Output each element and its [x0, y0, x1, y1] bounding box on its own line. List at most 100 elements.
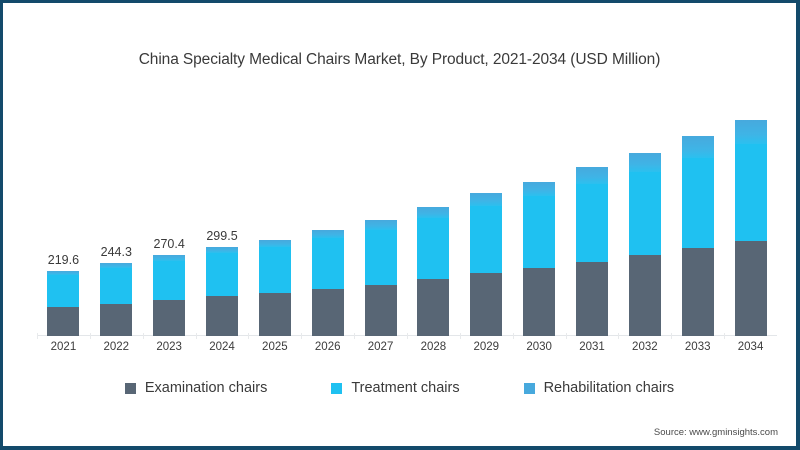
x-axis: 2021 2022 2023 2024 2025 2026 2027 2028 2029 2030…	[37, 333, 777, 359]
bar-group[interactable]	[311, 230, 344, 336]
bar-segment-examination-chairs[interactable]	[734, 240, 767, 336]
legend-item-rehabilitation-chairs[interactable]: Rehabilitation chairs	[523, 380, 675, 396]
legend-swatch-icon	[331, 382, 343, 394]
x-axis-tick-2025: 2025	[262, 341, 288, 353]
bar-segment-rehabilitation-chairs[interactable]	[523, 181, 556, 197]
x-axis-gridline	[37, 333, 38, 339]
x-axis-gridline	[407, 333, 408, 339]
bar-segment-rehabilitation-chairs[interactable]	[153, 255, 186, 261]
bar-group[interactable]	[576, 166, 608, 336]
bar-group[interactable]	[523, 181, 556, 336]
x-axis-gridline	[565, 333, 567, 339]
legend-item-treatment-chairs[interactable]: Treatment chairs	[331, 380, 460, 396]
bar-segment-rehabilitation-chairs[interactable]	[364, 220, 397, 230]
x-axis-gridline	[248, 333, 250, 339]
bar-segment-treatment-chairs[interactable]	[470, 205, 503, 273]
bar-segment-examination-chairs[interactable]	[47, 307, 80, 336]
bar-segment-rehabilitation-chairs[interactable]	[47, 270, 80, 276]
bar-segment-examination-chairs[interactable]	[628, 254, 661, 336]
bar-group[interactable]: 299.5	[206, 229, 238, 336]
legend-label: Examination chairs	[144, 380, 268, 396]
bar-group[interactable]	[364, 220, 397, 336]
bar-group[interactable]	[734, 120, 767, 336]
x-axis-gridline	[724, 333, 726, 339]
bar-segment-examination-chairs[interactable]	[576, 261, 608, 336]
x-axis-tick-2027: 2027	[367, 341, 394, 353]
bar-segment-treatment-chairs[interactable]	[47, 275, 80, 308]
x-axis-gridline	[89, 333, 91, 339]
bar-segment-treatment-chairs[interactable]	[576, 183, 608, 262]
plot-area: 219.6 244.3 270.4 299.5	[37, 98, 777, 336]
chart-canvas: China Specialty Medical Chairs Market, B…	[3, 3, 796, 446]
bar-value-label: 299.5	[206, 228, 238, 243]
x-axis-tick-2023: 2023	[156, 341, 182, 353]
bar-segment-treatment-chairs[interactable]	[206, 252, 238, 297]
bar-segment-examination-chairs[interactable]	[681, 247, 714, 336]
chart-legend: Examination chairs Treatment chairs Rehabi…	[3, 380, 796, 396]
legend-item-examination-chairs[interactable]: Examination chairs	[124, 380, 268, 396]
bar-segment-rehabilitation-chairs[interactable]	[417, 207, 450, 219]
x-axis-gridline	[671, 333, 673, 339]
bar-segment-examination-chairs[interactable]	[153, 300, 186, 336]
bar-segment-treatment-chairs[interactable]	[523, 196, 556, 268]
bar-segment-examination-chairs[interactable]	[258, 293, 291, 336]
bar-segment-rehabilitation-chairs[interactable]	[576, 166, 608, 184]
bar-segment-examination-chairs[interactable]	[311, 289, 344, 336]
bar-group[interactable]	[470, 192, 503, 336]
bar-group[interactable]: 270.4	[153, 237, 186, 336]
bar-segment-examination-chairs[interactable]	[364, 284, 397, 336]
page-title: China Specialty Medical Chairs Market, B…	[138, 51, 661, 68]
bar-segment-rehabilitation-chairs[interactable]	[734, 120, 767, 145]
bar-segment-rehabilitation-chairs[interactable]	[258, 240, 291, 247]
x-axis-tick-2022: 2022	[103, 341, 130, 353]
x-axis-tick-2029: 2029	[473, 341, 500, 353]
x-axis-tick-2032: 2032	[632, 341, 658, 353]
x-axis-tick-2031: 2031	[579, 341, 605, 353]
x-axis-gridline	[354, 333, 356, 339]
legend-label: Rehabilitation chairs	[543, 380, 675, 396]
bar-segment-examination-chairs[interactable]	[470, 272, 503, 336]
bar-segment-treatment-chairs[interactable]	[628, 171, 661, 255]
bar-segment-treatment-chairs[interactable]	[417, 218, 450, 280]
bar-segment-treatment-chairs[interactable]	[364, 229, 397, 285]
bar-segment-rehabilitation-chairs[interactable]	[206, 246, 238, 253]
source-attribution: Source: www.gminsights.com	[653, 427, 778, 438]
bar-segment-treatment-chairs[interactable]	[153, 260, 186, 301]
bar-group[interactable]: 219.6	[47, 253, 80, 336]
x-axis-gridline	[512, 333, 514, 339]
bar-value-label: 219.6	[47, 252, 80, 267]
bar-segment-examination-chairs[interactable]	[206, 296, 238, 336]
legend-swatch-icon	[124, 382, 136, 394]
bar-segment-rehabilitation-chairs[interactable]	[100, 263, 133, 269]
bar-segment-treatment-chairs[interactable]	[258, 246, 291, 294]
bar-segment-rehabilitation-chairs[interactable]	[311, 230, 344, 239]
bar-group[interactable]	[681, 135, 714, 336]
bar-group[interactable]	[258, 240, 291, 336]
x-axis-tick-2026: 2026	[314, 341, 341, 353]
bar-segment-examination-chairs[interactable]	[523, 267, 556, 336]
bar-segment-examination-chairs[interactable]	[417, 279, 450, 336]
x-axis-tick-2024: 2024	[209, 341, 235, 353]
x-axis-tick-2033: 2033	[684, 341, 711, 353]
bar-segment-treatment-chairs[interactable]	[681, 157, 714, 248]
bar-value-label: 270.4	[153, 237, 185, 252]
x-axis-tick-2028: 2028	[420, 341, 447, 353]
x-axis-tick-2021: 2021	[50, 341, 77, 353]
bar-segment-treatment-chairs[interactable]	[100, 268, 133, 304]
bar-segment-examination-chairs[interactable]	[100, 303, 133, 336]
bar-segment-treatment-chairs[interactable]	[311, 238, 344, 290]
legend-label: Treatment chairs	[351, 380, 460, 396]
bar-group[interactable]	[417, 207, 450, 336]
bar-segment-treatment-chairs[interactable]	[734, 144, 767, 241]
x-axis-tick-2030: 2030	[526, 341, 552, 353]
x-axis-gridline	[142, 333, 144, 339]
x-axis-gridline	[301, 333, 303, 339]
legend-swatch-icon	[523, 382, 535, 394]
bar-value-label: 244.3	[100, 245, 132, 260]
bar-segment-rehabilitation-chairs[interactable]	[470, 192, 503, 206]
bar-segment-rehabilitation-chairs[interactable]	[681, 135, 714, 158]
bar-segment-rehabilitation-chairs[interactable]	[628, 152, 661, 172]
bar-group[interactable]: 244.3	[100, 245, 133, 336]
bar-group[interactable]	[628, 152, 661, 336]
